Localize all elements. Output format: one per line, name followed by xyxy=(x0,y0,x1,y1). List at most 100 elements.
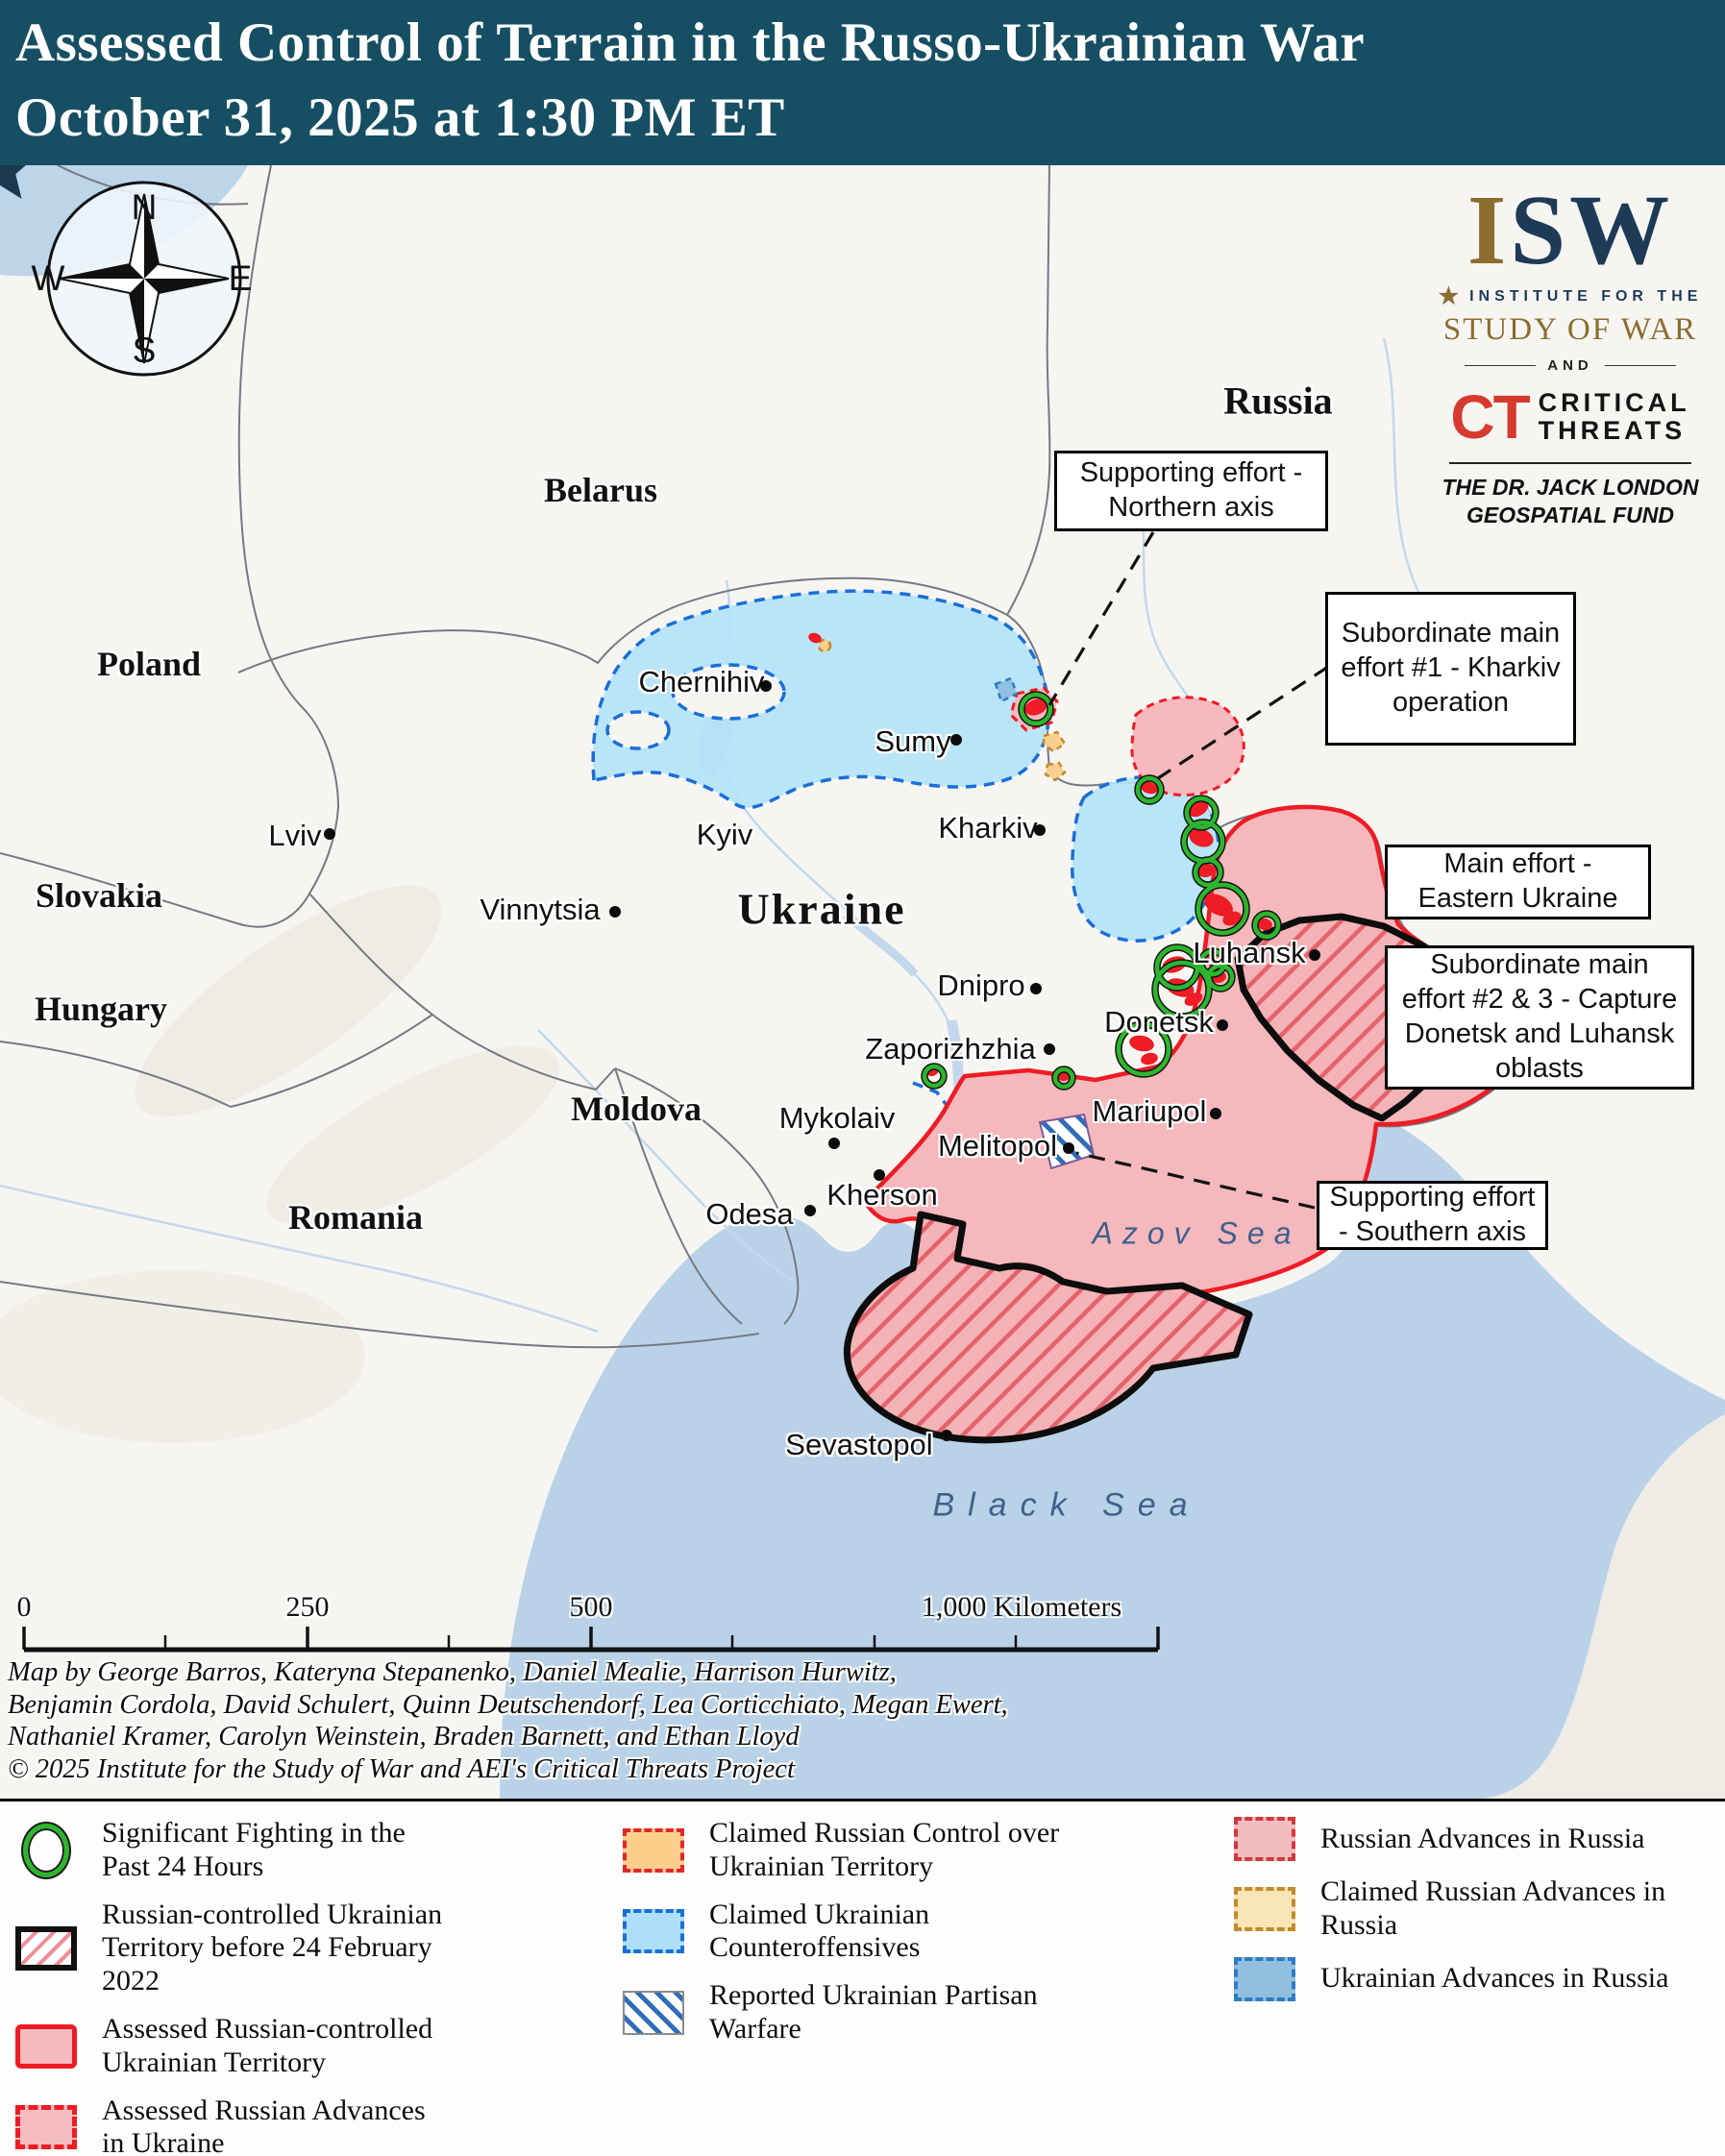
map-date: October 31, 2025 at 1:30 PM ET xyxy=(15,86,785,148)
city-label-odesa: Odesa xyxy=(705,1197,794,1231)
legend-item: Assessed Russian-controlled Ukrainian Te… xyxy=(15,2013,450,2080)
country-label-romania: Romania xyxy=(287,1198,424,1237)
country-label-hungary: Hungary xyxy=(34,990,168,1028)
ukrainian-advance-in-russia-patch xyxy=(994,676,1019,703)
scale-label-0: 0 xyxy=(16,1591,32,1623)
city-label-lviv: Lviv xyxy=(268,819,322,852)
isw-ct-logo: ISW ★ INSTITUTE FOR THE STUDY OF WAR AND … xyxy=(1423,181,1717,529)
city-label-mariupol: Mariupol xyxy=(1092,1094,1207,1128)
partisan-warfare-area xyxy=(1038,1113,1096,1170)
map-title: Assessed Control of Terrain in the Russo… xyxy=(15,12,1366,73)
city-label-kyiv: Kyiv xyxy=(696,818,753,851)
title-bar: Assessed Control of Terrain in the Russo… xyxy=(0,0,1725,165)
crimea-area xyxy=(843,1211,1253,1444)
city-dot-donetsk xyxy=(1217,1019,1228,1031)
legend-item: Ukrainian Advances in Russia xyxy=(1234,1956,1719,2001)
country-label-belarus: Belarus xyxy=(543,471,658,509)
city-dot-chernihiv xyxy=(760,680,772,692)
country-label-slovakia: Slovakia xyxy=(35,876,163,915)
city-dot-zaporizhzhia xyxy=(1044,1043,1055,1055)
map-canvas: N E S W ISW ★ INSTITUTE FOR THE STUDY OF … xyxy=(0,165,1725,1799)
claimed-russian-advances-russia-swatch xyxy=(1234,1886,1295,1931)
compass-s: S xyxy=(132,331,157,370)
north-kharkiv-salient xyxy=(1130,696,1245,797)
divider-line xyxy=(1604,365,1676,366)
callout-southern-axis: Supporting effort - Southern axis xyxy=(1317,1181,1548,1250)
city-dot-sevastopol xyxy=(941,1430,952,1441)
map-credits: Map by George Barros, Kateryna Stepanenk… xyxy=(8,1656,1008,1786)
credits-line4: © 2025 Institute for the Study of War an… xyxy=(8,1753,795,1784)
city-dot-luhansk xyxy=(1309,949,1320,961)
significant-fighting-circles xyxy=(921,691,1282,1090)
claimed-ukrainian-counteroffensives-swatch xyxy=(623,1909,684,1954)
ct-monogram: CT xyxy=(1450,382,1530,452)
claimed-russian-control-swatch xyxy=(623,1827,684,1873)
legend-item: Assessed Russian Advances in Ukraine xyxy=(15,2095,450,2156)
isw-wordmark: ISW xyxy=(1466,175,1674,285)
country-label-russia: Russia xyxy=(1223,379,1333,423)
city-dot-lviv xyxy=(324,828,335,840)
legend-item: Claimed Ukrainian Counteroffensives xyxy=(623,1899,1199,1966)
city-label-vinnytsia: Vinnytsia xyxy=(480,893,601,926)
compass-rose-icon xyxy=(46,181,242,377)
callout-kharkiv-operation: Subordinate main effort #1 - Kharkiv ope… xyxy=(1325,592,1576,746)
ukrainian-advances-russia-swatch xyxy=(1234,1956,1295,2001)
callout-leader-lines xyxy=(1047,531,1329,1210)
scale-label-1000: 1,000 Kilometers xyxy=(921,1591,1122,1623)
city-label-luhansk: Luhansk xyxy=(1193,936,1306,969)
kyiv-star-icon xyxy=(0,165,26,199)
callout-subordinate-2-3: Subordinate main effort #2 & 3 - Capture… xyxy=(1385,945,1694,1090)
city-dot-kharkiv xyxy=(1034,824,1046,836)
claimed-ukrainian-counteroffensive-areas xyxy=(591,589,1220,1166)
sea-label-azov: Azov Sea xyxy=(1092,1215,1301,1251)
gold-star-icon: ★ xyxy=(1438,283,1465,309)
scale-label-500: 500 xyxy=(569,1591,613,1623)
city-dot-mykolaiv xyxy=(828,1138,840,1149)
compass-e: E xyxy=(228,258,253,298)
country-label-moldova: Moldova xyxy=(570,1090,702,1128)
black-sea xyxy=(500,1115,1725,1799)
legend-item: Significant Fighting in the Past 24 Hour… xyxy=(15,1817,450,1884)
country-label-ukraine: Ukraine xyxy=(737,884,906,934)
isw-study-of-war: STUDY OF WAR xyxy=(1442,312,1698,347)
legend-column-1: Significant Fighting in the Past 24 Hour… xyxy=(15,1817,450,2156)
caucasus-turkey-land xyxy=(1480,1414,1725,1799)
credits-line1: Map by George Barros, Kateryna Stepanenk… xyxy=(8,1657,897,1687)
legend-item: Russian Advances in Russia xyxy=(1234,1817,1719,1861)
city-dot-kherson xyxy=(874,1169,885,1181)
compass-w: W xyxy=(31,258,65,298)
city-label-donetsk: Donetsk xyxy=(1104,1005,1214,1039)
legend-column-2: Claimed Russian Control over Ukrainian T… xyxy=(623,1817,1199,2061)
critical-threats-logo: CT CRITICAL THREATS xyxy=(1423,381,1717,453)
city-label-zaporizhzhia: Zaporizhzhia xyxy=(865,1032,1036,1066)
legend-item: Claimed Russian Control over Ukrainian T… xyxy=(623,1817,1199,1884)
city-label-kherson: Kherson xyxy=(826,1178,938,1212)
russian-advances-ukraine-swatch xyxy=(15,2105,77,2150)
city-label-kharkiv: Kharkiv xyxy=(938,811,1038,845)
claimed-russian-control-patches xyxy=(817,638,1067,782)
legend-item: Reported Ukrainian Partisan Warfare xyxy=(623,1979,1199,2046)
critical-threats-wordmark: CRITICAL THREATS xyxy=(1538,387,1690,445)
city-dot-vinnytsia xyxy=(609,906,621,918)
divider-line xyxy=(1465,365,1537,366)
russian-advances-russia-swatch xyxy=(1234,1817,1295,1861)
city-dot-melitopol xyxy=(1063,1142,1074,1154)
credits-line3: Nathaniel Kramer, Carolyn Weinstein, Bra… xyxy=(8,1722,800,1752)
callout-main-effort-east: Main effort - Eastern Ukraine xyxy=(1385,845,1651,919)
city-label-sumy: Sumy xyxy=(875,724,951,758)
scale-label-250: 250 xyxy=(285,1591,330,1623)
compass-n: N xyxy=(131,187,158,227)
logo-rule xyxy=(1449,462,1691,464)
geospatial-fund-line2: GEOSPATIAL FUND xyxy=(1466,502,1674,527)
city-dot-odesa xyxy=(804,1205,816,1216)
pre-2022-territory-swatch xyxy=(15,1925,77,1971)
city-label-chernihiv: Chernihiv xyxy=(638,665,765,698)
geospatial-fund-line1: THE DR. JACK LONDON xyxy=(1442,475,1699,500)
credits-line2: Benjamin Cordola, David Schulert, Quinn … xyxy=(8,1689,1008,1720)
city-dot-sumy xyxy=(950,734,962,746)
partisan-warfare-swatch xyxy=(623,1990,684,2035)
city-dot-dnipro xyxy=(1030,983,1042,994)
legend-column-3: Russian Advances in Russia Claimed Russi… xyxy=(1234,1817,1719,2016)
legend-item: Russian-controlled Ukrainian Territory b… xyxy=(15,1899,450,1998)
